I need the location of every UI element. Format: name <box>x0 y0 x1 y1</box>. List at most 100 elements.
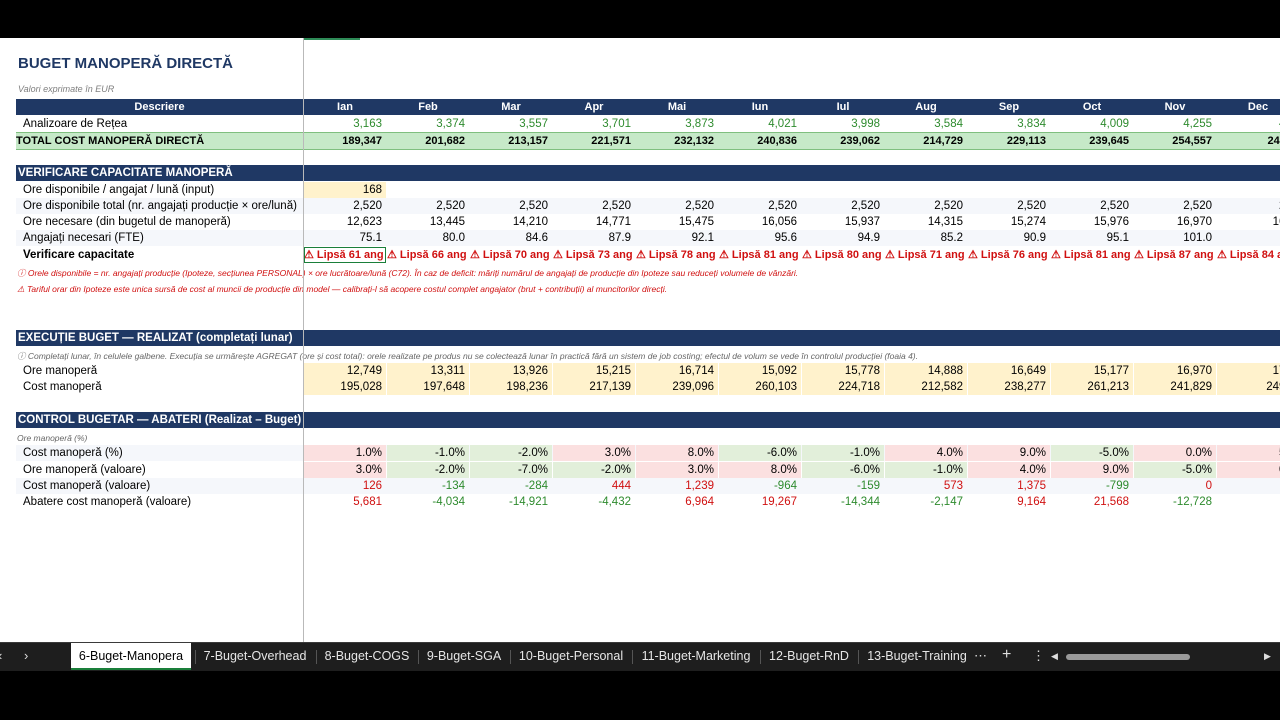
fte-cell[interactable]: 75.1 <box>359 232 382 244</box>
actual-hours-cell[interactable]: 15,215 <box>553 363 635 379</box>
cost-pct-cell[interactable]: 4.0% <box>885 445 967 461</box>
hours-total-cell[interactable]: 2,5 <box>1217 198 1280 214</box>
hours-needed-cell[interactable]: 16,056 <box>761 216 797 228</box>
hours-val-cell[interactable]: -7.0% <box>470 462 552 478</box>
cost-val-cell[interactable]: 8 <box>1217 478 1280 494</box>
actual-hours-cell[interactable]: 13,926 <box>470 363 552 379</box>
actual-hours-cell[interactable]: 15,177 <box>1051 363 1133 379</box>
fte-cell[interactable]: 95.6 <box>774 232 797 244</box>
cost-val-cell[interactable]: -284 <box>524 480 548 492</box>
scroll-left-icon[interactable]: ◀ <box>1051 651 1058 661</box>
hours-total-cell[interactable]: 2,520 <box>851 200 880 212</box>
cost-val-row[interactable]: Cost manoperă (valoare) 126 -134 -284 444 1,… <box>16 478 1280 494</box>
cost-val-cell[interactable]: 126 <box>362 480 382 492</box>
sheet-tab-overhead[interactable]: 7-Buget-Overhead <box>203 649 307 663</box>
actual-cost-cell[interactable]: 260,103 <box>719 379 801 395</box>
actual-hours-cell[interactable]: 17,4 <box>1217 363 1280 379</box>
total-row[interactable]: TOTAL COST MANOPERĂ DIRECTĂ 189,347 201,6… <box>16 132 1280 150</box>
deviation-cell[interactable]: -2,147 <box>930 496 963 508</box>
hours-val-cell[interactable]: 4.0% <box>968 462 1050 478</box>
total-cell[interactable]: 232,132 <box>674 135 714 147</box>
scrollbar-thumb[interactable] <box>1066 654 1190 660</box>
analyzers-cell[interactable]: 3,834 <box>1017 118 1046 130</box>
hours-total-cell[interactable]: 2,520 <box>1183 200 1212 212</box>
cost-val-cell[interactable]: -964 <box>773 480 797 492</box>
deviation-cell[interactable]: 6,964 <box>685 496 714 508</box>
capacity-check-cell[interactable]: ⚠ Lipsă 81 ang <box>1051 249 1131 261</box>
actual-cost-cell[interactable]: 239,096 <box>636 379 718 395</box>
cost-pct-cell[interactable]: 0.0% <box>1134 445 1216 461</box>
cost-pct-cell[interactable]: -6.0% <box>719 445 801 461</box>
cost-pct-cell[interactable]: -2.0% <box>470 445 552 461</box>
actual-cost-cell[interactable]: 212,582 <box>885 379 967 395</box>
hours-needed-cell[interactable]: 12,623 <box>346 216 382 228</box>
total-cell[interactable]: 249,0 <box>1267 135 1280 147</box>
analyzers-cell[interactable]: 3,374 <box>436 118 465 130</box>
total-cell[interactable]: 229,113 <box>1006 135 1046 147</box>
actual-hours-cell[interactable]: 15,778 <box>802 363 884 379</box>
capacity-check-cell[interactable]: ⚠ Lipsă 76 ang <box>968 249 1048 261</box>
sheet-tab-rnd[interactable]: 12-Buget-RnD <box>769 649 849 663</box>
horizontal-scrollbar[interactable] <box>1058 654 1258 660</box>
actual-cost-cell[interactable]: 217,139 <box>553 379 635 395</box>
hours-needed-cell[interactable]: 15,475 <box>678 216 714 228</box>
capacity-check-cell[interactable]: ⚠ Lipsă 70 ang <box>470 249 550 261</box>
cost-val-cell[interactable]: 0 <box>1205 480 1212 492</box>
add-sheet-icon[interactable]: + <box>1002 646 1012 663</box>
hours-total-cell[interactable]: 2,520 <box>602 200 631 212</box>
deviation-cell[interactable] <box>1217 494 1280 510</box>
cost-pct-cell[interactable]: -1.0% <box>387 445 469 461</box>
cost-pct-cell[interactable]: 5.0 <box>1217 445 1280 461</box>
capacity-check-cell[interactable]: ⚠ Lipsă 71 ang <box>885 249 965 261</box>
total-cell[interactable]: 213,157 <box>508 135 548 147</box>
hours-needed-cell[interactable]: 13,445 <box>429 216 465 228</box>
hours-total-row[interactable]: Ore disponibile total (nr. angajați prod… <box>16 198 1280 214</box>
sheet-tab-manopera[interactable]: 6-Buget-Manopera <box>71 643 191 670</box>
actual-hours-cell[interactable]: 15,092 <box>719 363 801 379</box>
options-icon[interactable]: ⋮ <box>1032 648 1045 663</box>
hours-total-cell[interactable]: 2,520 <box>353 200 382 212</box>
analyzers-cell[interactable]: 4,009 <box>1100 118 1129 130</box>
actual-cost-cell[interactable]: 261,213 <box>1051 379 1133 395</box>
hours-needed-cell[interactable]: 15,274 <box>1010 216 1046 228</box>
sheet-tab-training[interactable]: 13-Buget-Training <box>867 649 967 663</box>
cost-pct-cell[interactable]: -1.0% <box>802 445 884 461</box>
capacity-check-cell[interactable]: ⚠ Lipsă 78 ang <box>636 249 716 261</box>
deviation-cell[interactable]: 9,164 <box>1017 496 1046 508</box>
cost-pct-cell[interactable]: 1.0% <box>304 445 386 461</box>
cost-val-cell[interactable]: 1,239 <box>685 480 714 492</box>
fte-cell[interactable]: 92.1 <box>691 232 714 244</box>
deviation-cell[interactable]: 5,681 <box>353 496 382 508</box>
sheet-tab-cogs[interactable]: 8-Buget-COGS <box>324 649 410 663</box>
prev-sheet-icon[interactable]: ‹ <box>0 648 2 663</box>
analyzers-cell[interactable]: 4,1 <box>1217 116 1280 132</box>
deviation-cell[interactable]: -12,728 <box>1172 496 1212 508</box>
deviation-cell[interactable]: 19,267 <box>761 496 797 508</box>
actual-hours-cell[interactable]: 12,749 <box>304 363 386 379</box>
fte-cell[interactable]: 95.1 <box>1106 232 1129 244</box>
capacity-check-cell[interactable]: ⚠ Lipsă 73 ang <box>553 249 633 261</box>
hours-val-cell[interactable]: 8.0% <box>719 462 801 478</box>
hours-val-cell[interactable]: -2.0% <box>387 462 469 478</box>
capacity-check-cell[interactable]: ⚠ Lipsă 61 ang <box>304 247 386 263</box>
deviation-cell[interactable]: -14,921 <box>508 496 548 508</box>
actual-cost-cell[interactable]: 241,829 <box>1134 379 1216 395</box>
cost-val-cell[interactable]: 573 <box>943 480 963 492</box>
fte-cell[interactable]: 80.0 <box>442 232 465 244</box>
analyzers-cell[interactable]: 3,584 <box>934 118 963 130</box>
actual-cost-cell[interactable]: 198,236 <box>470 379 552 395</box>
hours-per-employee-row[interactable]: Ore disponibile / angajat / lună (input)… <box>16 182 1280 198</box>
total-cell[interactable]: 201,682 <box>425 135 465 147</box>
analyzers-row[interactable]: Analizoare de Rețea 3,163 3,374 3,557 3,701… <box>16 116 1280 132</box>
hours-total-cell[interactable]: 2,520 <box>519 200 548 212</box>
deviation-cell[interactable]: -4,432 <box>598 496 631 508</box>
analyzers-cell[interactable]: 4,021 <box>768 118 797 130</box>
capacity-check-cell[interactable]: ⚠ Lipsă 87 ang <box>1134 249 1214 261</box>
total-cell[interactable]: 189,347 <box>342 135 382 147</box>
actual-hours-cell[interactable]: 16,714 <box>636 363 718 379</box>
analyzers-cell[interactable]: 3,998 <box>851 118 880 130</box>
capacity-check-cell[interactable]: ⚠ Lipsă 80 ang <box>802 249 882 261</box>
more-sheets-icon[interactable]: ⋯ <box>974 648 987 663</box>
hours-val-cell[interactable]: -1.0% <box>885 462 967 478</box>
cost-pct-cell[interactable]: 9.0% <box>968 445 1050 461</box>
